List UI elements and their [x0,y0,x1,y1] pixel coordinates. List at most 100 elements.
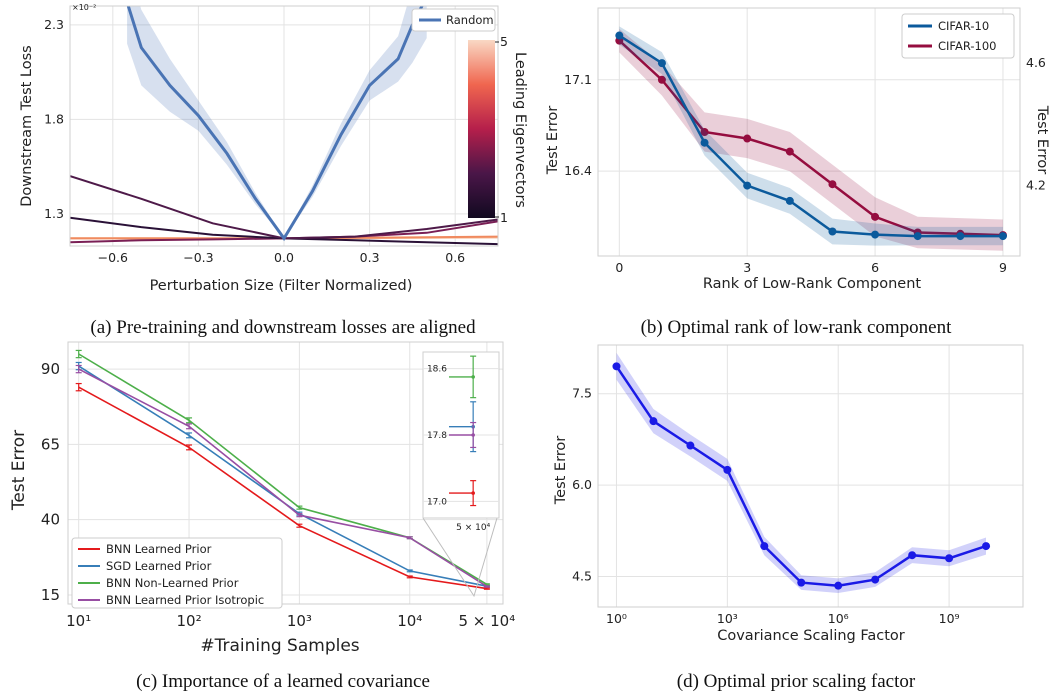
inset-y-tick-label: 17.0 [427,497,447,507]
data-point [700,128,709,136]
data-point [982,542,991,551]
panel-d-frame [597,344,1024,608]
data-point [615,31,624,40]
x-tick-label: 5 × 10⁴ [458,612,515,630]
y-axis-label-a: Downstream Test Loss [19,45,35,206]
x-tick-label: 0 [615,260,623,275]
legend-label-cifar10: CIFAR-10 [938,19,989,33]
data-point [797,578,806,587]
data-point [700,138,709,147]
x-axis-label-a: Perturbation Size (Filter Normalized) [150,278,413,294]
data-point [998,232,1007,241]
panel-a: −0.6 −0.3 0.0 0.3 0.6 1.3 1.8 2.3 ×10⁻² Perturb… [19,3,528,294]
inset-point [471,375,475,379]
y-tick-label: 4.5 [572,569,592,584]
y-tick-label: 2.3 [44,17,64,32]
y-axis-label-d: Test Error [553,436,569,506]
y-axis-label-b-left: Test Error [545,106,561,176]
panel-c: 10¹ 10² 10³ 10⁴ 5 × 10⁴ 15 40 65 90 #Training Sa… [9,341,515,656]
series-line [618,34,1003,238]
inset-point [471,491,475,495]
panel-b: 0 3 6 9 16.4 17.1 4.2 4.6 Rank of Low-Rank Comp… [545,7,1050,292]
data-point [657,75,666,84]
data-point [945,554,954,563]
colorbar-max-label: 5 [500,34,508,49]
y-axis-label-c: Test Error [9,430,29,511]
x-tick-label: 10⁴ [397,612,422,630]
data-point [723,465,732,474]
x-axis-label-c: #Training Samples [200,636,359,656]
legend-c: BNN Learned Prior SGD Learned Prior BNN No… [71,537,283,609]
y-axis-label-b-right: Test Error [1034,105,1050,175]
inset-x-tick-label: 5 × 10⁴ [456,523,490,533]
legend-label: BNN Learned Prior Isotropic [106,593,264,607]
y-tick-label: 6.0 [572,477,592,492]
series-band [619,26,1003,246]
y-tick-label-left: 16.4 [564,163,592,178]
data-point [743,181,752,190]
panel-a-frame [69,5,499,247]
y-tick-label-right: 4.6 [1026,55,1046,70]
panel-c-frame [67,341,504,605]
y-tick-label: 15 [41,586,60,604]
data-point [834,581,843,590]
data-point [785,147,794,156]
series-line [618,39,1003,237]
legend-label: BNN Learned Prior [106,542,212,556]
data-point [871,230,880,239]
caption-c: (c) Importance of a learned covariance [136,671,430,692]
legend-label: BNN Non-Learned Prior [106,576,239,590]
data-point [785,196,794,205]
data-point [743,134,752,143]
y-tick-label: 40 [41,511,60,529]
data-point [612,362,621,371]
inset-c: 17.0 17.8 18.6 5 × 10⁴ [422,351,500,598]
y-exponent-label: ×10⁻² [72,3,96,12]
data-point [913,232,922,241]
panel-b-frame [597,7,1021,257]
x-tick-label: 0.3 [360,250,380,265]
colorbar-label: Leading Eigenvectors [512,52,528,208]
inset-y-tick-label: 17.8 [427,431,447,441]
data-point [871,212,880,221]
y-tick-label: 1.8 [44,111,64,126]
inset-y-tick-label: 18.6 [427,365,447,375]
x-tick-label: 10³ [287,612,312,630]
x-tick-label: −0.6 [98,250,128,265]
x-tick-label: 10¹ [66,612,91,630]
x-axis-label-b: Rank of Low-Rank Component [703,276,922,292]
series-band [619,28,1003,251]
y-tick-label: 90 [41,360,60,378]
data-point [908,551,917,560]
x-tick-label: 0.6 [445,250,465,265]
legend-a: Random [411,8,496,32]
x-tick-label: 9 [999,260,1007,275]
data-point [956,232,965,241]
data-point [686,441,695,450]
legend-b: CIFAR-10 CIFAR-100 [901,13,1015,59]
series-line [126,6,424,242]
x-tick-label: −0.3 [183,250,213,265]
colorbar [468,40,495,218]
series-band [127,6,427,239]
x-tick-label: 10² [176,612,201,630]
x-tick-label: 3 [743,260,751,275]
data-point [649,417,658,426]
data-point [828,227,837,236]
x-tick-label: 10⁰ [606,611,627,626]
y-tick-label: 1.3 [44,206,64,221]
y-tick-label-left: 17.1 [564,72,592,87]
data-point [828,180,837,189]
x-tick-label: 10³ [717,611,738,626]
x-tick-label: 10⁹ [939,611,960,626]
y-tick-label: 7.5 [572,386,592,401]
data-point [760,542,769,551]
legend-label-cifar100: CIFAR-100 [938,39,996,53]
caption-d: (d) Optimal prior scaling factor [677,671,916,692]
y-tick-label-right: 4.2 [1026,178,1046,193]
x-axis-label-d: Covariance Scaling Factor [717,628,905,644]
caption-a: (a) Pre-training and downstream losses a… [90,317,476,338]
colorbar-min-label: 1 [500,210,508,225]
y-tick-label: 65 [41,435,60,453]
